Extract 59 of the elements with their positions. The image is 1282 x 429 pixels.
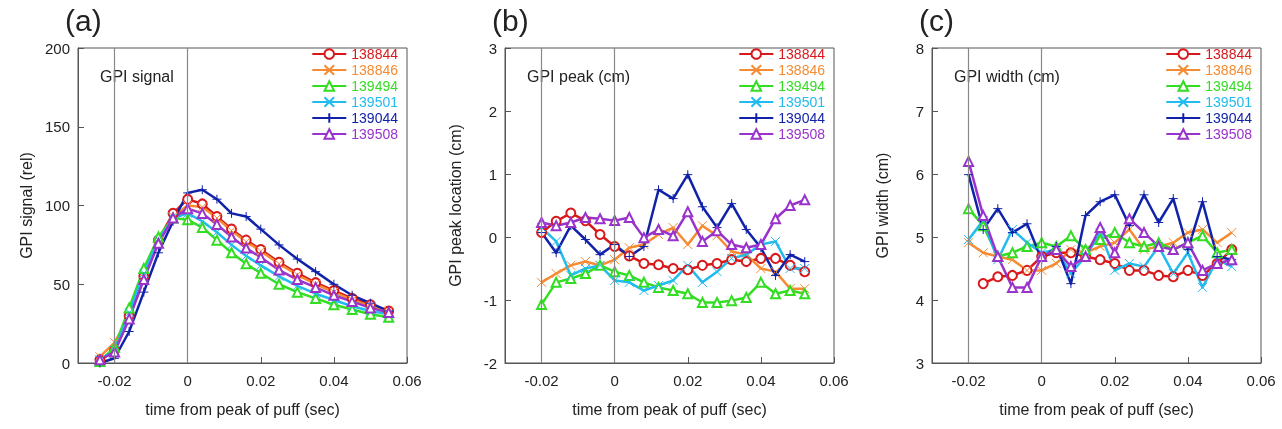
legend-label: 139508 [1205, 126, 1253, 142]
y-axis-title: GPI width (cm) [873, 152, 891, 259]
legend-label: 138844 [1205, 46, 1253, 62]
x-tick-label: -0.02 [951, 372, 986, 389]
y-axis-title: GPI peak location (cm) [446, 124, 464, 287]
y-tick-label: 1 [488, 165, 497, 183]
x-tick-label: 0.02 [673, 372, 703, 389]
x-tick-label: 0.04 [746, 372, 776, 389]
y-tick-label: 7 [915, 102, 924, 120]
y-tick-label: 100 [44, 197, 70, 214]
y-tick-label: 6 [915, 165, 924, 183]
y-tick-label: 5 [915, 228, 924, 246]
legend-label: 139508 [351, 126, 399, 142]
x-tick-label: -0.02 [97, 372, 132, 389]
legend-label: 139044 [778, 110, 826, 126]
y-tick-label: 3 [488, 39, 497, 57]
chart-title: (b) [492, 3, 529, 37]
y-tick-label: 4 [915, 291, 924, 309]
x-tick-label: 0.02 [246, 372, 276, 389]
y-tick-label: 2 [488, 102, 497, 120]
x-axis-title: time from peak of puff (sec) [572, 400, 767, 418]
y-tick-label: -1 [483, 291, 497, 309]
y-axis-title: GPI signal (rel) [17, 152, 35, 259]
y-tick-label: 50 [53, 275, 70, 293]
legend-label: 138844 [778, 46, 826, 62]
y-tick-label: 0 [488, 228, 497, 246]
x-axis-title: time from peak of puff (sec) [145, 400, 340, 418]
y-tick-label: 200 [44, 39, 70, 57]
chart-title: (c) [919, 3, 954, 37]
legend-label: 139494 [351, 78, 399, 94]
x-tick-label: 0.06 [1246, 372, 1276, 389]
legend-label: 139501 [778, 94, 826, 110]
x-axis-title: time from peak of puff (sec) [999, 400, 1194, 418]
x-tick-label: 0.02 [1100, 372, 1130, 389]
y-tick-label: -2 [483, 354, 497, 372]
x-tick-label: 0 [610, 372, 619, 389]
legend-label: 138844 [351, 46, 399, 62]
legend-label: 138846 [778, 62, 826, 78]
legend-label: 139501 [351, 94, 399, 110]
legend-label: 139044 [351, 110, 399, 126]
x-tick-label: 0.06 [819, 372, 849, 389]
x-tick-label: 0.06 [392, 372, 422, 389]
x-tick-label: 0 [183, 372, 192, 389]
x-tick-label: 0 [1037, 372, 1046, 389]
legend-label: 138846 [1205, 62, 1253, 78]
x-tick-label: 0.04 [1173, 372, 1203, 389]
legend-label: 139501 [1205, 94, 1253, 110]
y-tick-label: 0 [61, 354, 70, 372]
x-tick-label: 0.04 [319, 372, 349, 389]
x-tick-label: -0.02 [524, 372, 559, 389]
legend-label: 139494 [1205, 78, 1253, 94]
legend-label: 138846 [351, 62, 399, 78]
legend-label: 139508 [778, 126, 826, 142]
y-tick-label: 3 [915, 354, 924, 372]
y-tick-label: 150 [44, 118, 70, 136]
legend-label: 139494 [778, 78, 826, 94]
chart-title: (a) [65, 3, 102, 37]
y-tick-label: 8 [915, 39, 924, 57]
legend-label: 139044 [1205, 110, 1253, 126]
